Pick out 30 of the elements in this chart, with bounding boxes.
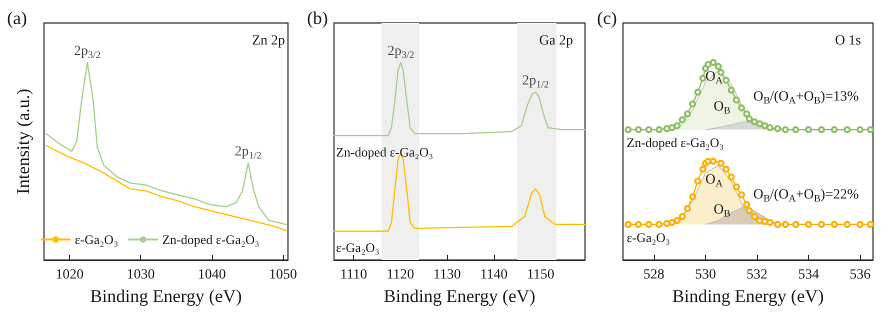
- legend-label: ε-Ga₂O₃: [74, 232, 118, 247]
- x-tick-label: 1030: [126, 268, 155, 282]
- x-axis-title: Binding Energy (eV): [384, 286, 536, 306]
- x-tick-label: 1130: [433, 268, 461, 282]
- x-tick-label: 536: [850, 268, 871, 282]
- series-label: ε-Ga₂O₃: [626, 230, 670, 245]
- x-tick-label: 530: [694, 268, 716, 282]
- series-label: Zn-doped ε-Ga₂O₃: [336, 144, 434, 160]
- x-tick-label: 1140: [480, 268, 508, 282]
- legend-label: Zn-doped ε-Ga₂O₃: [162, 232, 260, 247]
- y-axis-title: Intensity (a.u.): [13, 88, 33, 194]
- x-tick-label: 1120: [386, 268, 414, 282]
- x-tick-label: 528: [643, 268, 664, 282]
- chart-title: (a): [7, 8, 27, 28]
- x-tick-label: 1050: [269, 268, 297, 282]
- x-tick-label: 534: [798, 268, 820, 282]
- x-tick-label: 1110: [340, 268, 368, 282]
- x-axis-title: Binding Energy (eV): [90, 286, 242, 306]
- series-label: ε-Ga₂O₃: [336, 240, 380, 256]
- x-axis-title: Binding Energy (eV): [672, 286, 824, 306]
- chart-title: (c): [597, 8, 617, 28]
- x-tick-label: 1040: [198, 268, 226, 282]
- x-tick-label: 532: [746, 268, 768, 282]
- series-label: Zn-doped ε-Ga₂O₃: [626, 135, 724, 150]
- x-tick-label: 1150: [526, 268, 554, 282]
- text: Zn 2p: [252, 34, 286, 48]
- x-tick-label: 1020: [56, 268, 84, 282]
- text: Ga 2p: [539, 34, 574, 48]
- text: O 1s: [834, 34, 862, 48]
- chart-title: (b): [307, 8, 328, 28]
